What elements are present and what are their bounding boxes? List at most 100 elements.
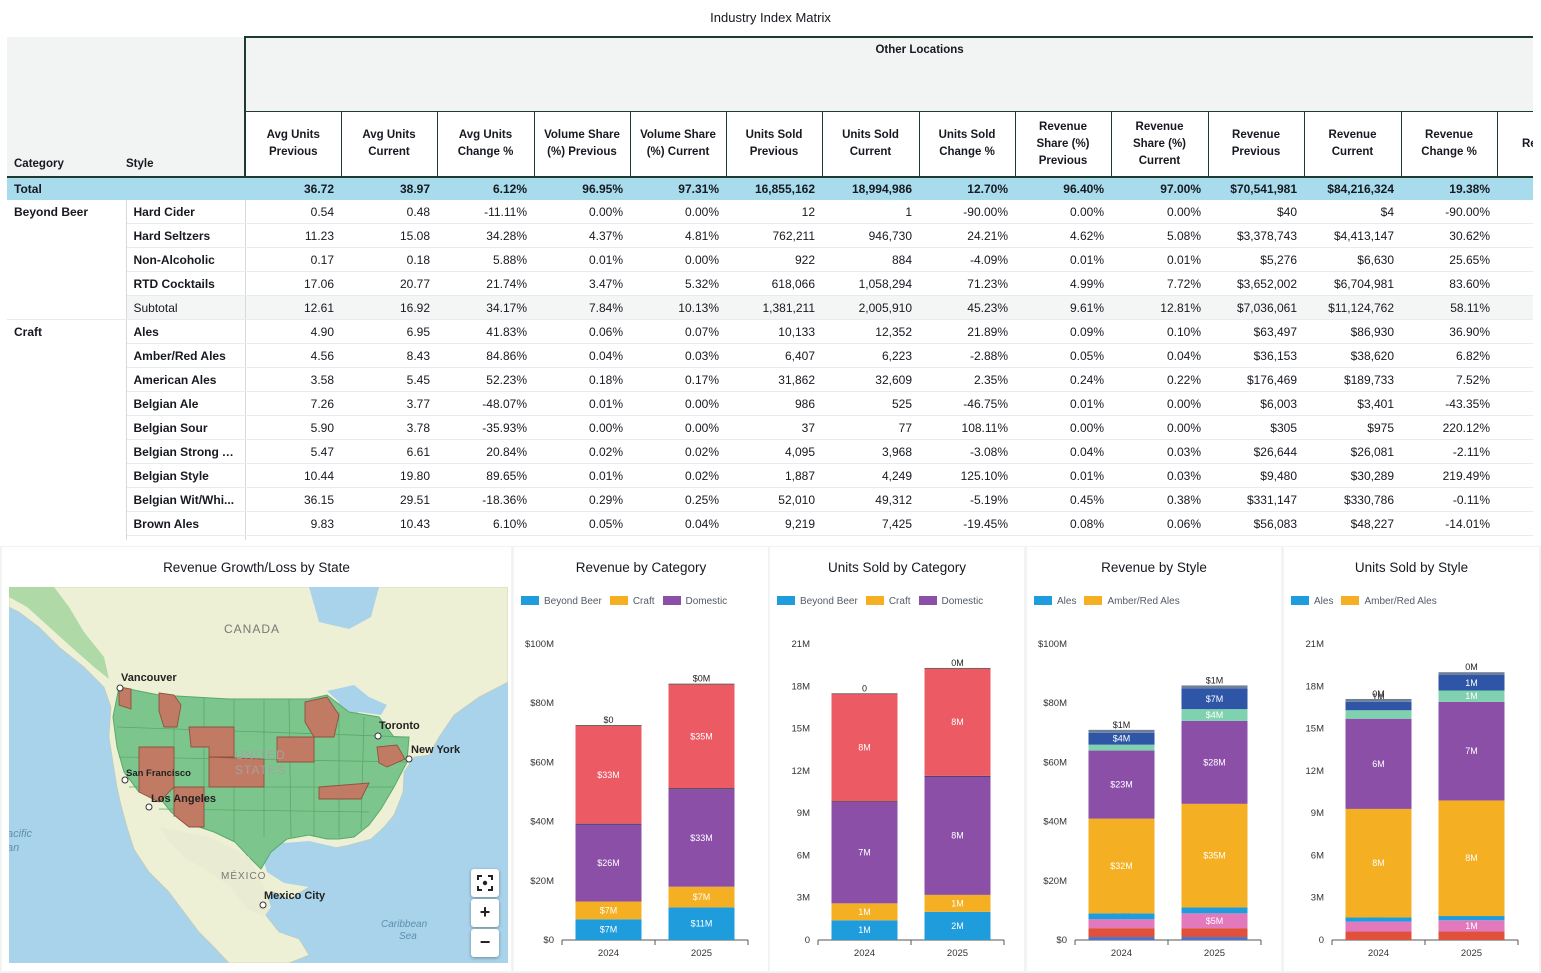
column-header[interactable]: Avg Units Change % — [436, 111, 534, 178]
style-cell: Non-Alcoholic — [126, 247, 246, 272]
column-header[interactable]: Volume Share (%) Previous — [533, 111, 630, 178]
data-label: $0 — [603, 715, 613, 725]
column-header[interactable]: Units Sold Previous — [725, 111, 822, 178]
column-header[interactable]: Revenue Share (%) Previous — [1014, 111, 1111, 178]
table-row[interactable]: Hard Seltzers 11.23 15.08 34.28% 4.37% 4.81% 7… — [7, 223, 1533, 248]
column-header[interactable]: Revenue Share (%) Current — [1110, 111, 1208, 178]
city-dot-vancouver — [116, 684, 124, 692]
column-header[interactable]: Units Sold Current — [821, 111, 919, 178]
column-header[interactable]: Units Sold Change % — [918, 111, 1015, 178]
bar-segment — [1345, 808, 1412, 918]
value-cell — [1497, 391, 1533, 416]
city-san-francisco: San Francisco — [126, 768, 191, 779]
value-cell: $6,704,981 — [1304, 271, 1401, 296]
zoom-in-button[interactable]: + — [471, 899, 499, 927]
data-label: 1M — [1465, 678, 1478, 688]
fit-to-view-icon[interactable] — [471, 869, 499, 897]
column-header[interactable]: Revenue Change % — [1400, 111, 1497, 178]
bar-segment — [1181, 688, 1248, 710]
style-cell: RTD Cocktails — [126, 271, 246, 296]
style-cell: Belgian Style — [126, 463, 246, 488]
value-cell: 2.35% — [919, 367, 1015, 392]
table-row[interactable]: English Ales2.911.55-32.09%0.00%0.00%633… — [7, 535, 1533, 540]
value-cell: 52.23% — [437, 367, 534, 392]
value-cell: 1.55 — [341, 535, 437, 540]
total-cell: 96.95% — [534, 177, 630, 200]
zoom-out-button[interactable]: − — [471, 929, 499, 957]
legend-item[interactable]: Craft — [609, 596, 655, 607]
table-row[interactable]: Belgian Strong Ale 5.47 6.61 20.84% 0.02% 0.0… — [7, 439, 1533, 464]
bar-segment — [668, 907, 735, 940]
units-sold-by-category-chart: 0 3M 6M 9M 12M 15M 18M 21M 2024 1M 1M 7M 0M 8M 0 2025 2M… — [792, 639, 1005, 959]
legend-swatch — [918, 596, 937, 605]
subtotal-row[interactable]: Subtotal 12.61 16.92 34.17% 7.84% 10.13% 1,381… — [7, 295, 1533, 320]
data-label: $0M — [693, 674, 711, 684]
table-row[interactable]: Belgian Ale 7.26 3.77 -48.07% 0.01% 0.00% 986 5… — [7, 391, 1533, 416]
data-label: $33M — [690, 833, 713, 843]
matrix-title: Industry Index Matrix — [710, 10, 831, 25]
bar-segment — [1088, 729, 1155, 733]
value-cell: 2.91 — [245, 535, 341, 540]
value-cell: 0.03% — [1111, 439, 1208, 464]
total-label: Total — [7, 177, 245, 200]
value-cell: $11,124,762 — [1304, 295, 1401, 320]
value-cell — [1497, 319, 1533, 344]
value-cell: -3.08% — [919, 439, 1015, 464]
table-row[interactable]: Belgian Sour 5.90 3.78 -35.93% 0.00% 0.00% 37 7… — [7, 415, 1533, 440]
data-label: 1M — [858, 907, 871, 917]
bar-segment — [575, 901, 642, 920]
value-cell: 5.32% — [630, 271, 726, 296]
column-header[interactable]: Revenue Current — [1303, 111, 1401, 178]
value-cell: 762,211 — [726, 223, 822, 248]
legend-swatch — [521, 596, 539, 605]
table-row[interactable]: Non-Alcoholic 0.17 0.18 5.88% 0.01% 0.00% 922 8… — [7, 247, 1533, 272]
matrix-scroll-area[interactable]: Category Style Other Locations Avg Units Pr… — [7, 36, 1533, 540]
value-cell: $177 — [1304, 535, 1401, 540]
legend-item[interactable]: Ales — [1291, 596, 1333, 607]
column-header[interactable]: Avg Units Current — [340, 111, 437, 178]
legend-item[interactable]: Amber/Red Ales — [1084, 596, 1180, 607]
column-header[interactable]: Volume Share (%) Current — [629, 111, 726, 178]
value-cell: 8.43 — [341, 343, 437, 368]
table-row[interactable]: American Ales 3.58 5.45 52.23% 0.18% 0.17% 31,… — [7, 367, 1533, 392]
data-label: 1M — [951, 898, 964, 908]
value-cell: $4,413,147 — [1304, 223, 1401, 248]
legend-label: Amber/Red Ales — [1364, 596, 1437, 607]
bar-segment — [1181, 720, 1248, 804]
value-cell: $40 — [1208, 200, 1304, 224]
city-los-angeles: Los Angeles — [151, 793, 216, 805]
value-cell — [1497, 295, 1533, 320]
column-header[interactable]: Revenue Previous — [1207, 111, 1304, 178]
style-cell: English Ales — [126, 535, 246, 540]
legend-item[interactable]: Amber/Red Ales — [1341, 596, 1437, 607]
column-header[interactable]: Rev Unit — [1496, 111, 1533, 178]
legend-item[interactable]: Domestic — [918, 596, 983, 607]
value-cell: 19.80 — [341, 463, 437, 488]
table-row[interactable]: Belgian Wit/Whi... 36.15 29.51 -18.36% 0.29%… — [7, 487, 1533, 512]
table-row[interactable]: Brown Ales 9.83 10.43 6.10% 0.05% 0.04% 9,219 7… — [7, 511, 1533, 536]
table-row[interactable]: Belgian Style 10.44 19.80 89.65% 0.01% 0.02% 1… — [7, 463, 1533, 488]
legend-item[interactable]: Craft — [865, 596, 911, 607]
column-header[interactable]: Avg Units Previous — [244, 111, 341, 178]
value-cell: 0.02% — [534, 439, 630, 464]
value-cell: 1 — [822, 200, 919, 224]
legend-item[interactable]: Beyond Beer — [521, 596, 602, 607]
table-row[interactable]: Amber/Red Ales 4.56 8.43 84.86% 0.04% 0.03% 6,… — [7, 343, 1533, 368]
table-row[interactable]: Craft Ales 4.90 6.95 41.83% 0.06% 0.07% 10,133 1… — [7, 319, 1533, 540]
value-cell: 3.77 — [341, 391, 437, 416]
bar-segment — [1438, 675, 1505, 691]
table-row[interactable]: RTD Cocktails 17.06 20.77 21.74% 3.47% 5.32% 6… — [7, 271, 1533, 296]
style-cell: Belgian Strong Ale — [126, 439, 246, 464]
value-cell: $305 — [1208, 415, 1304, 440]
y-tick-label: $20M — [530, 876, 554, 887]
value-cell: 36.15 — [245, 487, 341, 512]
bar-segment — [1438, 701, 1505, 801]
legend-item[interactable]: Ales — [1034, 596, 1076, 607]
value-cell — [1497, 223, 1533, 248]
bar-segment — [575, 823, 642, 825]
legend-item[interactable]: Beyond Beer — [777, 596, 858, 607]
table-row[interactable]: Beyond Beer Hard Cider 0.54 0.48 -11.11% 0.00… — [7, 200, 1533, 320]
data-label: 8M — [1372, 858, 1385, 868]
legend-item[interactable]: Domestic — [662, 596, 727, 607]
